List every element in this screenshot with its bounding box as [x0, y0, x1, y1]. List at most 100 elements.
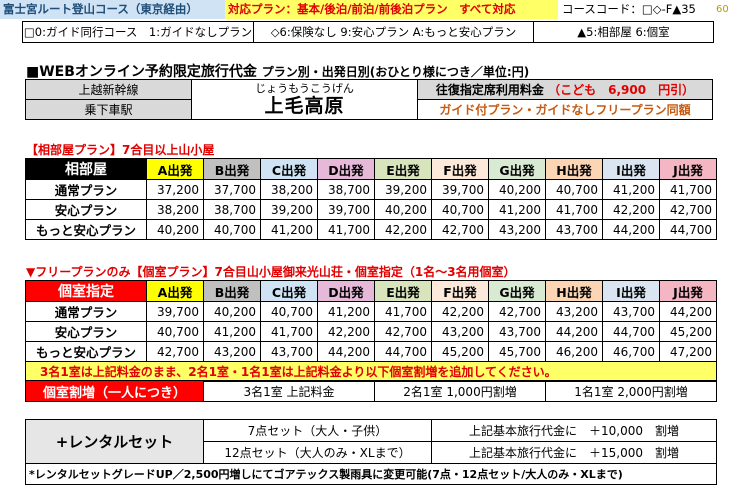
guide-legend-guide: □0:ガイド同行コース 1:ガイドなしプラン: [22, 21, 254, 43]
rental-set12: 12点セット（大人のみ・XLまで）: [203, 441, 432, 464]
price-cell: 42,700: [431, 219, 489, 240]
fare-cell: 往復指定席利用料金 （こども 6,900 円引）: [417, 79, 713, 100]
price-cell: 43,700: [545, 219, 603, 240]
rental-label: +レンタルセット: [25, 419, 204, 464]
page-title-sub: プラン別・出発日別(おひとり様につき／単位:円): [261, 65, 530, 79]
plan-name: 通常プラン: [25, 301, 147, 322]
departure-header: G出発: [488, 280, 546, 302]
table-row: 安心プラン 40,700 41,200 41,700 42,200 42,700…: [25, 321, 717, 342]
plan-name: 通常プラン: [25, 179, 147, 200]
plan-name: もっと安心プラン: [25, 341, 147, 362]
guide-price-note: ガイド付プラン・ガイドなしフリープラン同額: [417, 99, 713, 120]
price-cell: 41,200: [203, 321, 261, 342]
price-cell: 38,700: [203, 199, 261, 220]
page-number: 60: [716, 4, 729, 15]
price-cell: 42,200: [431, 301, 489, 322]
price-cell: 45,200: [431, 341, 489, 362]
surcharge-two: 2名1室 1,000円割増: [374, 380, 546, 402]
price-cell: 44,700: [374, 341, 432, 362]
departure-header: G出発: [488, 158, 546, 180]
private-surcharge-table: 個室割増（一人につき） 3名1室 上記料金 2名1室 1,000円割増 1名1室…: [25, 380, 717, 402]
surcharge-one: 1名1室 2,000円割増: [545, 380, 717, 402]
departure-header: D出発: [317, 158, 375, 180]
price-cell: 44,200: [602, 219, 660, 240]
price-cell: 44,200: [317, 341, 375, 362]
guide-legend-insurance: ◇6:保険なし 9:安心プラン A:もっと安心プラン: [253, 21, 534, 43]
fare-label: 往復指定席利用料金: [435, 83, 544, 97]
price-cell: 42,200: [602, 199, 660, 220]
price-cell: 39,700: [146, 301, 204, 322]
price-cell: 39,700: [317, 199, 375, 220]
board-label: 乗下車駅: [25, 99, 192, 120]
price-cell: 45,200: [659, 321, 717, 342]
price-cell: 42,200: [317, 321, 375, 342]
price-cell: 40,200: [146, 219, 204, 240]
price-cell: 43,700: [602, 301, 660, 322]
departure-header: F出発: [431, 280, 489, 302]
price-cell: 43,200: [545, 301, 603, 322]
private-room-head: 個室指定: [25, 280, 147, 302]
course-code: コースコード：□◇-F▲35: [562, 2, 696, 16]
price-cell: 42,700: [146, 341, 204, 362]
price-cell: 44,700: [602, 321, 660, 342]
shared-room-head: 相部屋: [25, 158, 147, 180]
station-name-cell: じょうもうこうげん 上毛高原: [191, 79, 418, 120]
plan-name: 安心プラン: [25, 199, 147, 220]
guide-legend: □0:ガイド同行コース 1:ガイドなしプラン ◇6:保険なし 9:安心プラン A…: [22, 21, 714, 43]
departure-header: E出発: [374, 158, 432, 180]
price-cell: 39,200: [260, 199, 318, 220]
private-room-price-table: 個室指定 A出発 B出発 C出発 D出発 E出発 F出発 G出発 H出発 I出発…: [25, 280, 717, 382]
train-line: 上越新幹線: [25, 79, 192, 100]
price-cell: 43,700: [260, 341, 318, 362]
price-cell: 41,200: [317, 301, 375, 322]
supported-plans: 対応プラン：基本/後泊/前泊/前後泊プラン すべて対応: [225, 0, 558, 19]
price-cell: 40,200: [374, 199, 432, 220]
departure-header: C出発: [260, 158, 318, 180]
price-cell: 38,200: [146, 199, 204, 220]
table-row: 安心プラン 38,200 38,700 39,200 39,700 40,200…: [25, 199, 717, 220]
price-cell: 40,700: [431, 199, 489, 220]
price-cell: 40,700: [260, 301, 318, 322]
price-cell: 39,700: [431, 179, 489, 200]
price-cell: 38,700: [317, 179, 375, 200]
price-cell: 41,200: [488, 199, 546, 220]
rental-set7-price: 上記基本旅行代金に ＋10,000 割増: [431, 419, 717, 442]
station-info: 上越新幹線 じょうもうこうげん 上毛高原 往復指定席利用料金 （こども 6,90…: [25, 79, 713, 120]
price-cell: 42,700: [374, 321, 432, 342]
price-cell: 38,200: [260, 179, 318, 200]
price-cell: 41,200: [602, 179, 660, 200]
guide-legend-room: ▲5:相部屋 6:個室: [533, 21, 714, 43]
route-title: 富士宮ルート登山コース（東京経由）: [0, 0, 225, 19]
private-room-note-row: 3名1室は上記料金のまま、2名1室・1名1室は上記料金より以下個室割増を追加して…: [25, 361, 717, 382]
departure-header: B出発: [203, 158, 261, 180]
price-cell: 42,200: [374, 219, 432, 240]
departure-header: A出発: [146, 158, 204, 180]
table-row: もっと安心プラン 42,700 43,200 43,700 44,200 44,…: [25, 341, 717, 362]
surcharge-label: 個室割増（一人につき）: [25, 380, 204, 402]
price-cell: 43,200: [431, 321, 489, 342]
price-cell: 47,200: [659, 341, 717, 362]
departure-header: F出発: [431, 158, 489, 180]
plan-name: もっと安心プラン: [25, 219, 147, 240]
price-cell: 41,700: [260, 321, 318, 342]
price-cell: 44,200: [545, 321, 603, 342]
rental-set-table: +レンタルセット 7点セット（大人・子供） 上記基本旅行代金に ＋10,000 …: [25, 419, 717, 485]
price-cell: 40,700: [203, 219, 261, 240]
price-cell: 41,700: [545, 199, 603, 220]
price-cell: 37,700: [203, 179, 261, 200]
section-private-room-title: ▼フリープランのみ【個室プラン】7合目山小屋御来光山荘・個室指定（1名～3名用個…: [26, 265, 516, 279]
departure-header: J出発: [659, 280, 717, 302]
price-cell: 44,700: [659, 219, 717, 240]
departure-header: A出発: [146, 280, 204, 302]
section-shared-room-title: 【相部屋プラン】7合目以上山小屋: [26, 143, 215, 157]
rental-upgrade-note: *レンタルセットグレードUP／2,500円増しにてゴアテックス製雨具に変更可能(…: [25, 463, 717, 485]
station-name: 上毛高原: [264, 95, 345, 117]
table-row: 通常プラン 39,700 40,200 40,700 41,200 41,700…: [25, 301, 717, 322]
departure-header: H出発: [545, 280, 603, 302]
page-title: ■WEBオンライン予約限定旅行代金 プラン別・出発日別(おひとり様につき／単位:…: [26, 61, 529, 81]
price-cell: 46,700: [602, 341, 660, 362]
price-cell: 42,700: [659, 199, 717, 220]
rental-set7: 7点セット（大人・子供）: [203, 419, 432, 442]
departure-header: I出発: [602, 158, 660, 180]
departure-header: C出発: [260, 280, 318, 302]
